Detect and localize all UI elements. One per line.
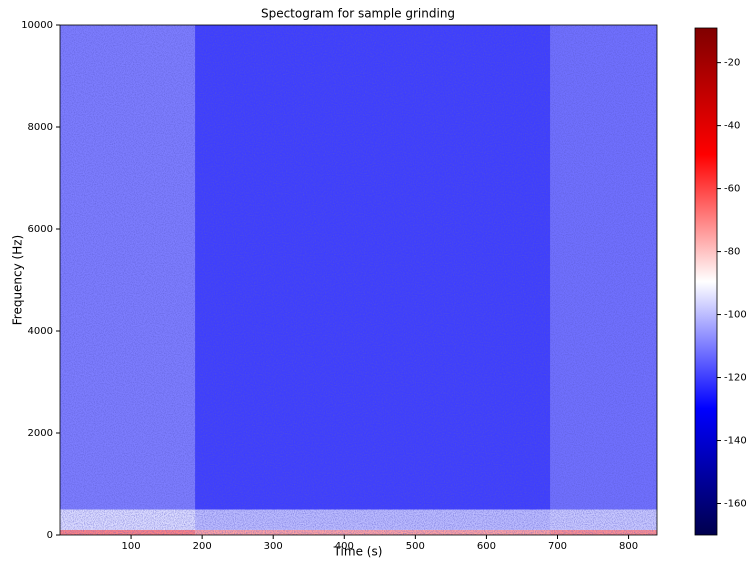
colorbar-tick-label: -80 bbox=[724, 247, 740, 258]
x-tick-label: 800 bbox=[619, 541, 638, 552]
colorbar-tick-label: -160 bbox=[724, 499, 747, 510]
x-tick-label: 100 bbox=[122, 541, 141, 552]
colorbar bbox=[694, 27, 718, 536]
x-axis-label: Time (s) bbox=[333, 545, 383, 559]
x-tick-label: 400 bbox=[335, 541, 354, 552]
colorbar-tick-label: -60 bbox=[724, 184, 740, 195]
y-tick-label: 4000 bbox=[28, 326, 53, 337]
y-tick-label: 2000 bbox=[28, 428, 53, 439]
y-axis-label: Frequency (Hz) bbox=[11, 235, 25, 326]
x-tick-label: 700 bbox=[548, 541, 567, 552]
chart-title: Spectogram for sample grinding bbox=[261, 7, 455, 21]
y-tick-label: 6000 bbox=[28, 224, 53, 235]
texture bbox=[60, 25, 657, 535]
y-tick-label: 10000 bbox=[21, 20, 53, 31]
colorbar-tick-label: -140 bbox=[724, 436, 747, 447]
x-tick-label: 500 bbox=[406, 541, 425, 552]
plot-frame bbox=[59, 24, 658, 536]
colorbar-tick-label: -20 bbox=[724, 58, 740, 69]
colorbar-tick-label: -100 bbox=[724, 310, 747, 321]
y-tick-label: 8000 bbox=[28, 122, 53, 133]
colorbar-tick-label: -120 bbox=[724, 373, 747, 384]
colorbar-tick-label: -40 bbox=[724, 121, 740, 132]
x-tick-label: 200 bbox=[193, 541, 212, 552]
x-tick-label: 600 bbox=[477, 541, 496, 552]
x-tick-label: 300 bbox=[264, 541, 283, 552]
y-tick-label: 0 bbox=[47, 530, 53, 541]
